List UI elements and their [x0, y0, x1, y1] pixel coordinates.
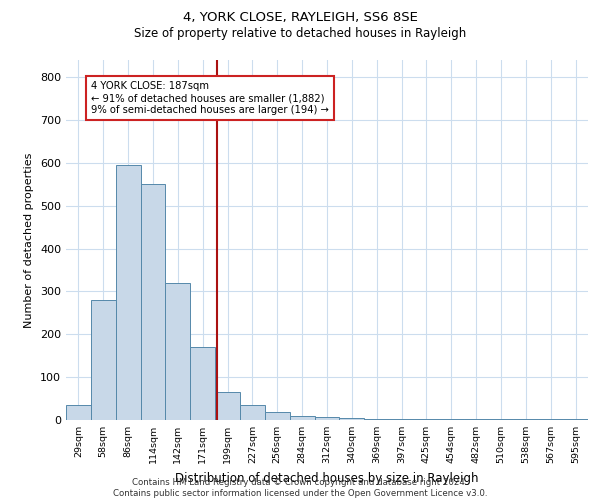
X-axis label: Distribution of detached houses by size in Rayleigh: Distribution of detached houses by size … [175, 472, 479, 484]
Bar [215, 392, 240, 420]
Bar [240, 405, 265, 420]
Text: Size of property relative to detached houses in Rayleigh: Size of property relative to detached ho… [134, 28, 466, 40]
Bar [563, 418, 588, 420]
Text: 4 YORK CLOSE: 187sqm
← 91% of detached houses are smaller (1,882)
9% of semi-det: 4 YORK CLOSE: 187sqm ← 91% of detached h… [91, 82, 329, 114]
Bar [538, 418, 563, 420]
Bar [290, 416, 314, 420]
Bar [514, 418, 538, 420]
Bar [488, 418, 514, 420]
Bar [91, 300, 116, 420]
Bar [364, 418, 389, 420]
Bar [314, 416, 340, 420]
Bar [265, 412, 290, 420]
Bar [66, 405, 91, 420]
Bar [116, 165, 140, 420]
Bar [190, 347, 215, 420]
Bar [166, 283, 190, 420]
Y-axis label: Number of detached properties: Number of detached properties [25, 152, 34, 328]
Bar [464, 418, 488, 420]
Bar [414, 418, 439, 420]
Text: 4, YORK CLOSE, RAYLEIGH, SS6 8SE: 4, YORK CLOSE, RAYLEIGH, SS6 8SE [182, 11, 418, 24]
Bar [439, 418, 464, 420]
Text: Contains HM Land Registry data © Crown copyright and database right 2024.
Contai: Contains HM Land Registry data © Crown c… [113, 478, 487, 498]
Bar [340, 418, 364, 420]
Bar [389, 418, 414, 420]
Bar [140, 184, 166, 420]
